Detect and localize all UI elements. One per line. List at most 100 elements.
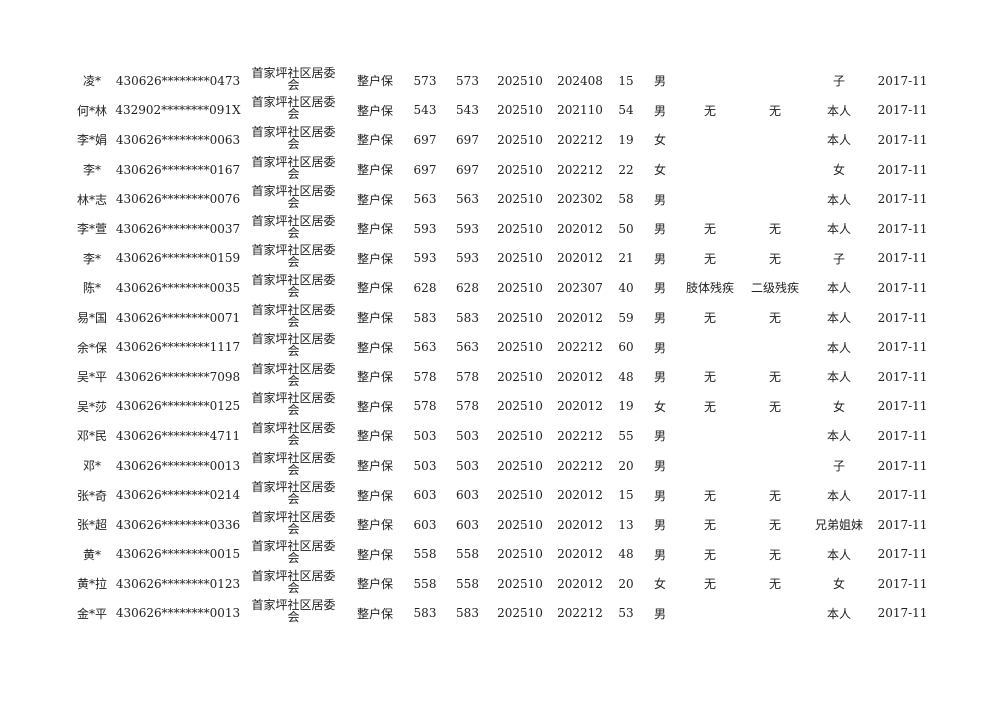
disability-level-cell: 无 xyxy=(768,488,781,503)
age-cell: 54 xyxy=(618,103,634,118)
name-cell: 金*平 xyxy=(76,606,107,621)
community-cell: 首家坪社区居委会 xyxy=(242,96,345,126)
sex-cell: 男 xyxy=(653,547,666,562)
community-cell: 首家坪社区居委会 xyxy=(242,362,345,392)
disability-type-cell: 无 xyxy=(703,547,716,562)
assistance-type-cell: 整户保 xyxy=(356,281,393,296)
month-cell: 202510 xyxy=(497,162,543,177)
disability-type-cell: 无 xyxy=(703,518,716,533)
start-month-cell: 202012 xyxy=(557,251,603,266)
date-cell: 2017-11 xyxy=(877,310,928,325)
community-cell: 首家坪社区居委会 xyxy=(242,540,345,570)
disability-level-cell xyxy=(742,155,808,185)
amount-cell: 603 xyxy=(413,488,437,503)
assistance-type-cell: 整户保 xyxy=(356,370,393,385)
table-row: 陈* 430626********0035 首家坪社区居委会 整户保 628 628 202… xyxy=(70,273,935,303)
amount-cell-2: 583 xyxy=(456,606,479,621)
date-cell: 2017-11 xyxy=(877,280,928,295)
id-number-cell: 430626********0336 xyxy=(115,517,241,532)
start-month-cell: 202212 xyxy=(557,340,603,355)
id-number-cell: 430626********0123 xyxy=(115,576,241,591)
start-month-cell: 202212 xyxy=(557,606,603,621)
community-text: 首家坪社区居委会 xyxy=(251,154,336,181)
name-cell: 黄* xyxy=(82,547,101,562)
community-cell: 首家坪社区居委会 xyxy=(242,303,345,333)
age-cell: 50 xyxy=(618,221,634,236)
amount-cell-2: 697 xyxy=(456,162,479,177)
disability-type-cell: 无 xyxy=(703,251,716,266)
relation-cell: 子 xyxy=(832,251,845,266)
table-row: 金*平 430626********0013 首家坪社区居委会 整户保 583 583 20… xyxy=(70,599,935,629)
id-number-cell: 430626********0037 xyxy=(115,221,241,236)
community-text: 首家坪社区居委会 xyxy=(251,391,336,418)
disability-type-cell xyxy=(678,66,742,96)
community-cell: 首家坪社区居委会 xyxy=(242,569,345,599)
assistance-type-cell: 整户保 xyxy=(356,577,393,592)
start-month-cell: 202212 xyxy=(557,132,603,147)
assistance-type-cell: 整户保 xyxy=(356,192,393,207)
community-text: 首家坪社区居委会 xyxy=(251,213,336,240)
table-row: 何*林 432902********091X 首家坪社区居委会 整户保 543 543 20… xyxy=(70,96,935,126)
amount-cell-2: 563 xyxy=(456,340,479,355)
relation-cell: 本人 xyxy=(826,488,851,503)
amount-cell: 563 xyxy=(413,340,437,355)
community-cell: 首家坪社区居委会 xyxy=(242,155,345,185)
community-text: 首家坪社区居委会 xyxy=(251,124,336,151)
start-month-cell: 202012 xyxy=(557,221,603,236)
sex-cell: 男 xyxy=(653,370,666,385)
age-cell: 60 xyxy=(618,340,634,355)
sex-cell: 男 xyxy=(653,340,666,355)
start-month-cell: 202012 xyxy=(557,517,603,532)
community-cell: 首家坪社区居委会 xyxy=(242,66,345,96)
community-cell: 首家坪社区居委会 xyxy=(242,273,345,303)
id-number-cell: 430626********0013 xyxy=(115,606,241,621)
assistance-type-cell: 整户保 xyxy=(356,74,393,89)
amount-cell-2: 603 xyxy=(456,488,479,503)
disability-level-cell xyxy=(742,451,808,481)
amount-cell: 593 xyxy=(413,251,437,266)
age-cell: 22 xyxy=(618,162,634,177)
amount-cell-2: 697 xyxy=(456,132,479,147)
community-cell: 首家坪社区居委会 xyxy=(242,125,345,155)
amount-cell-2: 593 xyxy=(456,251,479,266)
month-cell: 202510 xyxy=(497,606,543,621)
disability-level-cell xyxy=(742,66,808,96)
amount-cell: 583 xyxy=(413,606,437,621)
amount-cell: 558 xyxy=(413,547,437,562)
date-cell: 2017-11 xyxy=(877,399,928,414)
amount-cell: 628 xyxy=(413,280,437,295)
id-number-cell: 430626********0013 xyxy=(115,458,241,473)
amount-cell: 578 xyxy=(413,369,437,384)
age-cell: 53 xyxy=(618,606,634,621)
community-text: 首家坪社区居委会 xyxy=(251,450,336,477)
sex-cell: 男 xyxy=(653,192,666,207)
start-month-cell: 202408 xyxy=(557,73,603,88)
amount-cell-2: 558 xyxy=(456,547,479,562)
date-cell: 2017-11 xyxy=(877,340,928,355)
age-cell: 15 xyxy=(618,488,634,503)
community-text: 首家坪社区居委会 xyxy=(251,95,336,122)
assistance-type-cell: 整户保 xyxy=(356,103,393,118)
community-cell: 首家坪社区居委会 xyxy=(242,244,345,274)
name-cell: 陈* xyxy=(82,281,101,296)
amount-cell: 563 xyxy=(413,192,437,207)
start-month-cell: 202012 xyxy=(557,310,603,325)
name-cell: 余*保 xyxy=(76,340,107,355)
community-text: 首家坪社区居委会 xyxy=(251,598,336,625)
assistance-type-cell: 整户保 xyxy=(356,251,393,266)
disability-type-cell xyxy=(678,125,742,155)
age-cell: 55 xyxy=(618,428,634,443)
assistance-type-cell: 整户保 xyxy=(356,163,393,178)
relation-cell: 本人 xyxy=(826,370,851,385)
amount-cell-2: 628 xyxy=(456,280,479,295)
amount-cell-2: 503 xyxy=(456,458,479,473)
disability-level-cell: 无 xyxy=(768,311,781,326)
age-cell: 13 xyxy=(618,517,634,532)
month-cell: 202510 xyxy=(497,488,543,503)
disability-level-cell: 无 xyxy=(768,399,781,414)
table-row: 黄*拉 430626********0123 首家坪社区居委会 整户保 558 558 20… xyxy=(70,569,935,599)
disability-type-cell: 无 xyxy=(703,488,716,503)
table-row: 黄* 430626********0015 首家坪社区居委会 整户保 558 558 202… xyxy=(70,540,935,570)
relation-cell: 本人 xyxy=(826,103,851,118)
relation-cell: 本人 xyxy=(826,311,851,326)
